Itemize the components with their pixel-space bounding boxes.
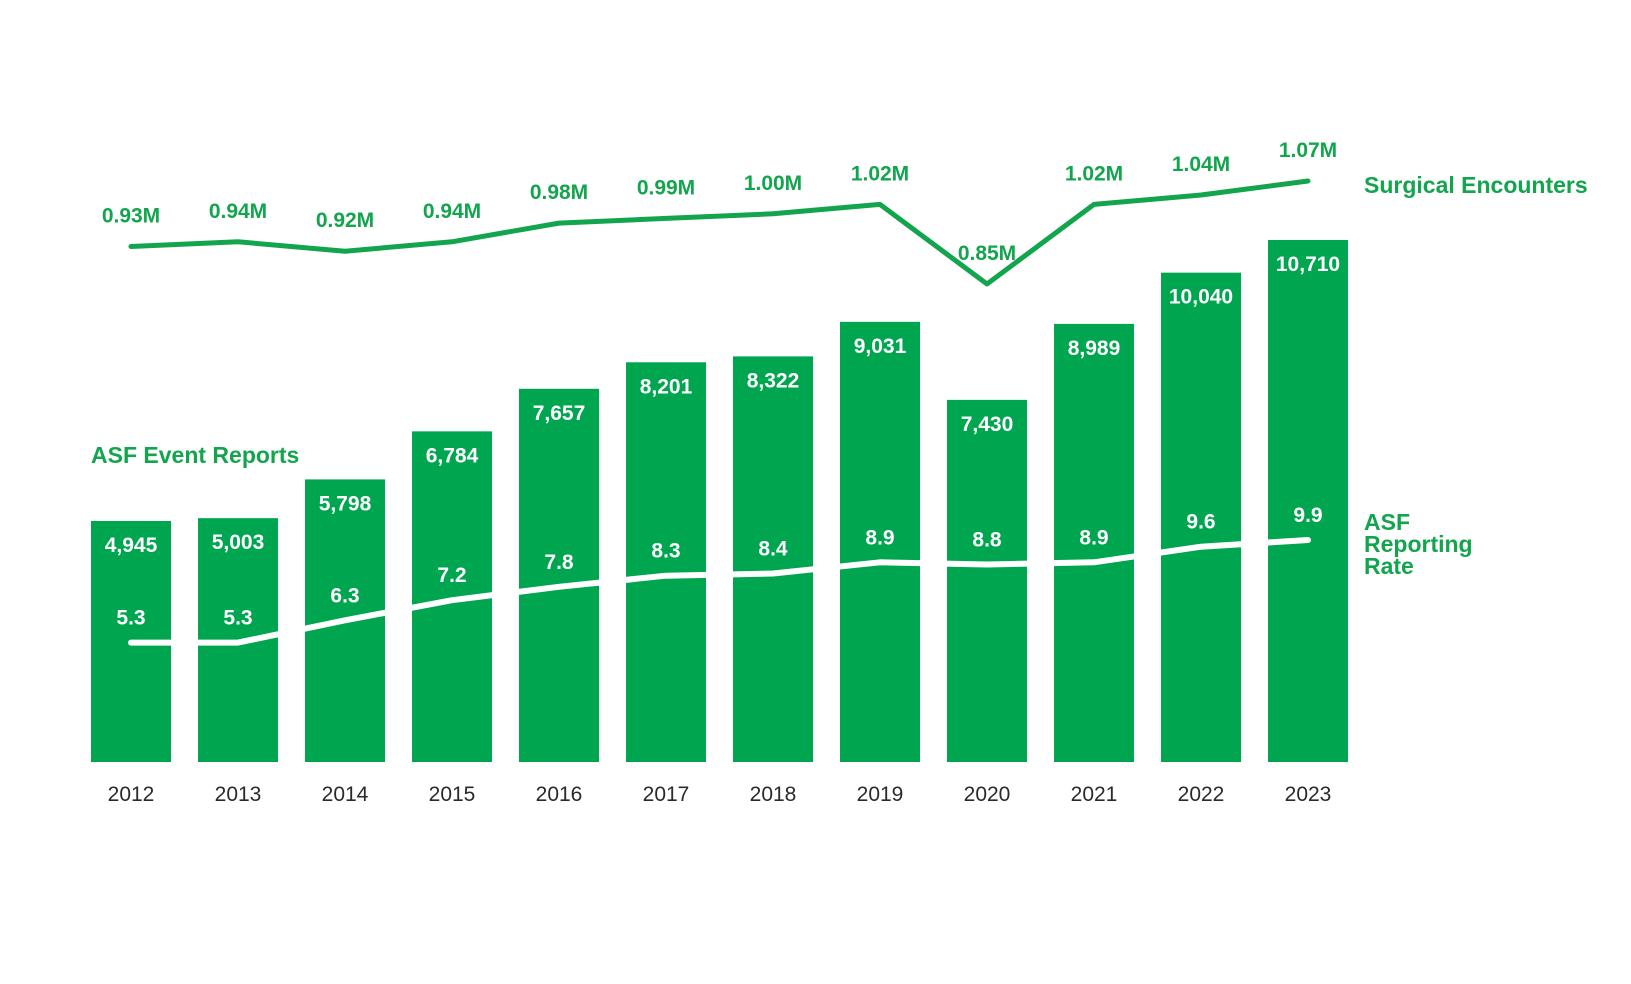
bar-label-2015: 6,784 [426, 444, 479, 467]
rate-label-2014: 6.3 [330, 584, 359, 607]
bar-label-2016: 7,657 [533, 402, 586, 425]
x-tick-2015: 2015 [429, 783, 476, 806]
bar-2021 [1054, 323, 1134, 762]
bar-label-2013: 5,003 [212, 531, 265, 554]
encounters-label-2022: 1.04M [1172, 153, 1230, 176]
surgical-encounters-layer: 0.93M 0.94M 0.92M 0.94M 0.98M 0.99M 1.00M 1.02M… [102, 139, 1337, 287]
bar-label-2020: 7,430 [961, 413, 1014, 436]
series-title-reporting-rate-line2: Reporting [1364, 531, 1473, 557]
bar-label-2019: 9,031 [854, 335, 907, 358]
rate-label-2013: 5.3 [223, 607, 252, 630]
encounters-label-2019: 1.02M [851, 162, 909, 185]
bar-label-2012: 4,945 [105, 534, 158, 557]
series-title-reporting-rate: ASF Reporting Rate [1364, 509, 1479, 579]
rate-label-2020: 8.8 [972, 529, 1002, 552]
encounters-label-2017: 0.99M [637, 176, 695, 199]
bar-2016 [519, 388, 599, 762]
bar-label-2022: 10,040 [1169, 286, 1233, 309]
bar-label-2018: 8,322 [747, 369, 800, 392]
encounters-label-2016: 0.98M [530, 181, 588, 204]
bar-2020 [947, 399, 1027, 762]
bar-2023 [1268, 240, 1348, 762]
bar-2022 [1161, 272, 1241, 762]
reporting-rate-layer: 5.3 5.3 6.3 7.2 7.8 8.3 8.4 8.9 8.8 8.9 9.6 9.9 [116, 504, 1323, 646]
bar-label-2023: 10,710 [1276, 253, 1340, 276]
bar-2018 [733, 356, 813, 762]
x-tick-2023: 2023 [1285, 783, 1332, 806]
rate-label-2018: 8.4 [758, 537, 788, 560]
x-tick-2017: 2017 [643, 783, 690, 806]
series-title-event-reports: ASF Event Reports [91, 442, 299, 468]
surgical-encounters-line [128, 178, 1311, 287]
rate-label-2019: 8.9 [865, 526, 894, 549]
bar-label-2017: 8,201 [640, 375, 693, 398]
encounters-label-2023: 1.07M [1279, 139, 1337, 162]
bar-label-2021: 8,989 [1068, 337, 1121, 360]
encounters-label-2018: 1.00M [744, 172, 802, 195]
series-title-reporting-rate-line3: Rate [1364, 553, 1414, 579]
bar-label-2014: 5,798 [319, 492, 372, 515]
rate-label-2016: 7.8 [544, 551, 574, 574]
rate-label-2015: 7.2 [437, 564, 466, 587]
x-tick-2022: 2022 [1178, 783, 1225, 806]
encounters-label-2015: 0.94M [423, 200, 481, 223]
x-tick-2019: 2019 [857, 783, 904, 806]
encounters-label-2012: 0.93M [102, 205, 160, 228]
encounters-label-2021: 1.02M [1065, 162, 1123, 185]
x-tick-2012: 2012 [108, 783, 155, 806]
series-title-reporting-rate-line1: ASF [1364, 509, 1410, 535]
x-axis-labels: 2012 2013 2014 2015 2016 2017 2018 2019 2020 2021… [108, 783, 1332, 806]
x-tick-2013: 2013 [215, 783, 262, 806]
bar-2019 [840, 321, 920, 762]
rate-label-2023: 9.9 [1293, 504, 1322, 527]
encounters-label-2014: 0.92M [316, 209, 374, 232]
rate-label-2012: 5.3 [116, 607, 145, 630]
bar-2017 [626, 362, 706, 762]
x-tick-2018: 2018 [750, 783, 797, 806]
x-tick-2014: 2014 [322, 783, 369, 806]
x-tick-2020: 2020 [964, 783, 1011, 806]
bars-layer: 4,945 5,003 5,798 6,784 7,657 8,201 8,322 9,031… [91, 240, 1348, 762]
encounters-label-2020: 0.85M [958, 242, 1016, 265]
rate-label-2021: 8.9 [1079, 526, 1108, 549]
reporting-rate-line [128, 537, 1311, 646]
rate-label-2017: 8.3 [651, 540, 680, 563]
rate-label-2022: 9.6 [1186, 511, 1215, 534]
series-title-surgical-encounters: Surgical Encounters [1364, 172, 1588, 198]
encounters-label-2013: 0.94M [209, 200, 267, 223]
x-tick-2021: 2021 [1071, 783, 1118, 806]
x-tick-2016: 2016 [536, 783, 583, 806]
